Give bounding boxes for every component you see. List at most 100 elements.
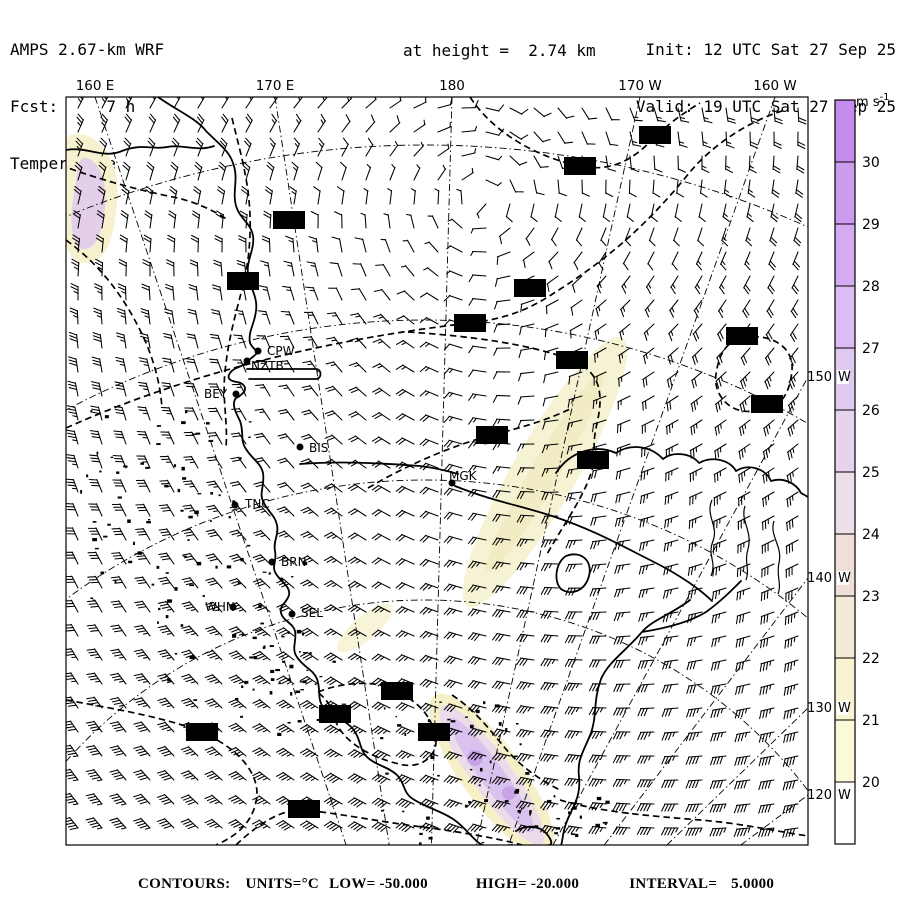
colorbar-segment	[834, 223, 856, 287]
wind-barb	[300, 458, 319, 469]
speckle	[157, 621, 159, 624]
speckle	[249, 656, 254, 659]
wind-barb	[279, 359, 295, 373]
wind-barb	[252, 771, 271, 781]
wind-barb	[419, 558, 439, 567]
wind-barb	[371, 773, 391, 784]
wind-barb	[371, 653, 391, 662]
wind-barb	[169, 185, 178, 205]
contour-legend-part: INTERVAL=	[629, 876, 718, 892]
wind-barb	[157, 745, 175, 757]
wind-barb	[677, 131, 688, 148]
wind-barb	[443, 607, 463, 616]
wind-barb	[692, 323, 703, 342]
wind-barb	[540, 682, 559, 691]
speckle	[90, 597, 94, 600]
wind-barb	[712, 563, 727, 577]
wind-barb	[66, 744, 79, 758]
wind-barb	[254, 432, 271, 445]
wind-barb	[100, 113, 109, 133]
wind-barb	[281, 285, 295, 301]
wind-barb	[461, 99, 479, 109]
wind-barb	[232, 359, 247, 373]
wind-barb	[762, 467, 775, 484]
wind-barb	[164, 283, 175, 301]
speckle	[316, 718, 321, 722]
speckle	[197, 493, 202, 495]
wind-barb	[661, 803, 679, 812]
wind-barb	[303, 311, 319, 325]
wind-barb	[326, 336, 343, 349]
wind-barb	[243, 137, 252, 157]
wind-barb	[615, 467, 631, 480]
wind-barb	[443, 343, 463, 351]
wind-barb	[540, 777, 559, 786]
wind-barb	[328, 287, 343, 301]
wind-barb	[468, 417, 487, 425]
wind-barb	[278, 384, 295, 397]
speckle	[270, 678, 275, 681]
wind-barb	[158, 503, 175, 517]
wind-barb	[69, 307, 79, 325]
longitude-label-right: 120	[807, 788, 832, 803]
wind-barb	[347, 628, 367, 637]
wind-barb	[565, 563, 583, 573]
wind-barb	[133, 648, 151, 661]
speckle	[127, 519, 131, 523]
wind-barb	[181, 601, 199, 613]
speckle	[556, 817, 561, 820]
station-label: SEL	[301, 606, 323, 620]
wind-barb	[228, 770, 247, 781]
wind-barb	[605, 179, 614, 198]
wind-barb	[688, 539, 703, 553]
wind-barb	[233, 334, 247, 349]
wind-barb	[764, 371, 775, 390]
wind-barb	[308, 236, 319, 253]
wind-barb	[419, 316, 439, 325]
wind-barb	[638, 611, 655, 622]
wind-barb	[589, 563, 607, 574]
wind-barb	[713, 467, 727, 483]
wind-barb	[734, 779, 751, 790]
wind-barb	[230, 456, 247, 469]
wind-barb	[686, 683, 703, 694]
wind-barb	[419, 438, 439, 447]
speckle	[206, 422, 210, 425]
wind-barb	[641, 395, 655, 411]
speckle	[287, 721, 291, 724]
speckle	[248, 436, 251, 439]
speckle	[188, 515, 193, 519]
wind-barb	[371, 508, 391, 517]
wind-barb	[253, 481, 271, 493]
speckle	[269, 691, 273, 695]
wind-barb	[163, 333, 175, 349]
wind-barb	[516, 586, 535, 595]
wind-barb	[168, 210, 177, 229]
wind-barb	[266, 161, 275, 181]
wind-barb	[709, 779, 727, 790]
station-label: TNC	[244, 497, 270, 511]
speckle	[478, 784, 481, 787]
contour-label: -25	[561, 354, 582, 369]
wind-barb	[336, 186, 345, 205]
wind-barb	[263, 210, 272, 229]
wind-barb	[494, 275, 511, 287]
wind-barb	[121, 185, 130, 205]
wind-barb	[371, 725, 391, 735]
wind-barb	[389, 164, 396, 181]
speckle	[571, 833, 576, 836]
wind-barb	[593, 371, 607, 386]
wind-barb	[541, 539, 559, 548]
wind-barb	[204, 770, 223, 781]
speckle	[514, 790, 519, 794]
wind-barb	[323, 579, 343, 589]
contour-label: -20	[569, 160, 590, 175]
wind-barb	[137, 381, 151, 397]
wind-barb	[255, 383, 271, 397]
wind-barb	[68, 356, 79, 373]
level-label: at height = 2.74 km	[403, 41, 596, 60]
wind-barb	[139, 332, 151, 349]
wind-barb	[565, 539, 583, 549]
speckle	[177, 488, 181, 493]
wind-barb	[181, 697, 199, 709]
